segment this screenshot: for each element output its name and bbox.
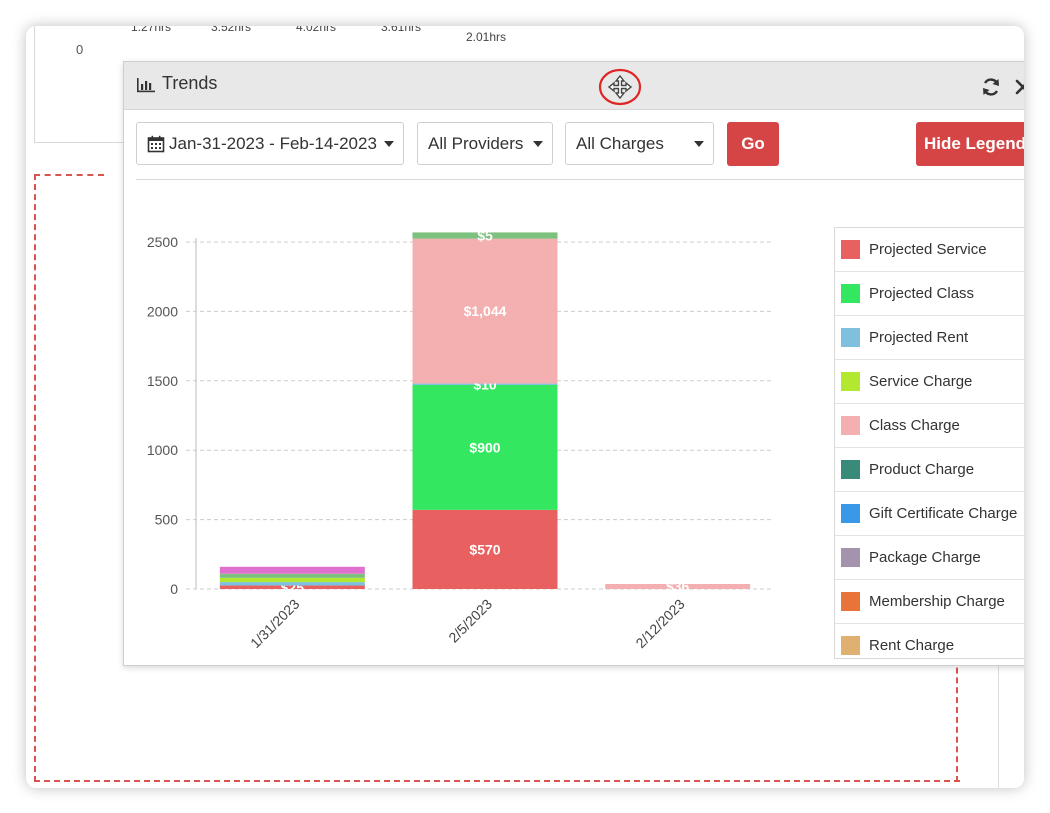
background-mini-label: 3.52hrs — [211, 26, 252, 34]
bar-data-label: $1,044 — [464, 303, 507, 319]
charges-dropdown[interactable]: All Charges — [565, 122, 714, 165]
legend-swatch — [841, 636, 860, 655]
bar-segment — [412, 232, 558, 239]
chart-legend: Projected Service Projected Class Projecte… — [834, 227, 1024, 659]
legend-swatch — [841, 416, 860, 435]
bar-data-label: $5 — [477, 228, 493, 244]
chevron-down-icon — [694, 141, 704, 147]
drop-zone-outline-top — [34, 174, 104, 176]
go-button[interactable]: Go — [727, 122, 779, 166]
legend-item[interactable]: Package Charge — [835, 536, 1024, 580]
toolbar-divider — [136, 179, 1024, 180]
legend-swatch — [841, 548, 860, 567]
legend-item[interactable]: Projected Class — [835, 272, 1024, 316]
bar-segment — [219, 585, 365, 589]
chevron-down-icon — [533, 141, 543, 147]
legend-label: Rent Charge — [869, 637, 955, 654]
bar-segment — [412, 509, 558, 589]
date-range-dropdown[interactable]: Jan-31-2023 - Feb-14-2023 — [136, 122, 404, 165]
bar-segment — [219, 577, 365, 583]
bar-segment — [219, 573, 365, 578]
bar-segment — [412, 384, 558, 510]
legend-swatch — [841, 372, 860, 391]
y-tick-label: 500 — [155, 512, 179, 528]
refresh-icon[interactable] — [980, 76, 1002, 98]
legend-label: Projected Service — [869, 241, 987, 258]
date-range-value: Jan-31-2023 - Feb-14-2023 — [169, 133, 377, 153]
move-icon[interactable] — [598, 68, 642, 106]
bar-chart-icon — [137, 78, 155, 93]
drop-zone-outline — [34, 174, 960, 782]
legend-swatch — [841, 284, 860, 303]
bar-data-label: $36 — [666, 579, 690, 595]
legend-item[interactable]: Projected Rent — [835, 316, 1024, 360]
background-mini-label: 2.01hrs — [466, 30, 507, 44]
y-tick-label: 2000 — [147, 303, 178, 319]
dialog-header[interactable]: Trends — [124, 62, 1024, 110]
background-zero-tick: 0 — [76, 42, 84, 57]
close-icon[interactable] — [1012, 76, 1024, 98]
trends-dialog: Trends — [123, 61, 1024, 666]
y-tick-label: 2500 — [147, 234, 178, 250]
hide-legend-button[interactable]: Hide Legend — [916, 122, 1024, 166]
x-tick-label: 2/5/2023 — [445, 596, 495, 646]
background-mini-label: 4.02hrs — [296, 26, 337, 34]
legend-swatch — [841, 328, 860, 347]
legend-item[interactable]: Rent Charge — [835, 624, 1024, 658]
legend-item[interactable]: Service Charge — [835, 360, 1024, 404]
legend-swatch — [841, 460, 860, 479]
legend-label: Gift Certificate Charge — [869, 505, 1018, 522]
legend-item[interactable]: Projected Service — [835, 228, 1024, 272]
legend-item[interactable]: Product Charge — [835, 448, 1024, 492]
bar-data-label: $900 — [469, 439, 500, 455]
legend-item[interactable]: Membership Charge — [835, 580, 1024, 624]
legend-label: Product Charge — [869, 461, 975, 478]
bar-data-label: $570 — [469, 541, 500, 557]
legend-item[interactable]: Class Charge — [835, 404, 1024, 448]
dialog-title: Trends — [162, 73, 218, 93]
background-mini-label: 3.61hrs — [381, 26, 422, 34]
filter-toolbar: Jan-31-2023 - Feb-14-2023 All Providers … — [124, 122, 1024, 168]
stacked-bar-chart: 05001000150020002500$251/31/2023$570$900… — [147, 228, 774, 652]
bar-segment — [605, 584, 751, 589]
x-tick-label: 2/12/2023 — [632, 596, 688, 652]
calendar-icon — [147, 135, 165, 152]
providers-value: All Providers — [428, 133, 524, 153]
x-tick-label: 1/31/2023 — [247, 596, 303, 652]
chevron-down-icon — [384, 141, 394, 147]
legend-label: Membership Charge — [869, 593, 1005, 610]
legend-swatch — [841, 240, 860, 259]
legend-item[interactable]: Gift Certificate Charge — [835, 492, 1024, 536]
legend-label: Projected Class — [869, 285, 975, 302]
bar-segment — [412, 383, 558, 385]
background-mini-label: 1.27hrs — [131, 26, 172, 34]
legend-swatch — [841, 592, 860, 611]
bar-segment — [219, 566, 365, 574]
legend-label: Service Charge — [869, 373, 973, 390]
drop-zone-outline-right — [956, 638, 958, 782]
bar-segment — [412, 238, 558, 384]
charges-value: All Charges — [576, 133, 664, 153]
y-tick-label: 1500 — [147, 373, 178, 389]
bar-segment — [219, 582, 365, 586]
legend-label: Projected Rent — [869, 329, 969, 346]
legend-swatch — [841, 504, 860, 523]
y-tick-label: 0 — [170, 581, 178, 597]
window-frame: 0 1.27hrs 3.52hrs 4.02hrs 3.61hrs 2.01hr… — [26, 26, 1024, 788]
providers-dropdown[interactable]: All Providers — [417, 122, 553, 165]
y-tick-label: 1000 — [147, 442, 178, 458]
legend-label: Class Charge — [869, 417, 960, 434]
legend-label: Package Charge — [869, 549, 981, 566]
